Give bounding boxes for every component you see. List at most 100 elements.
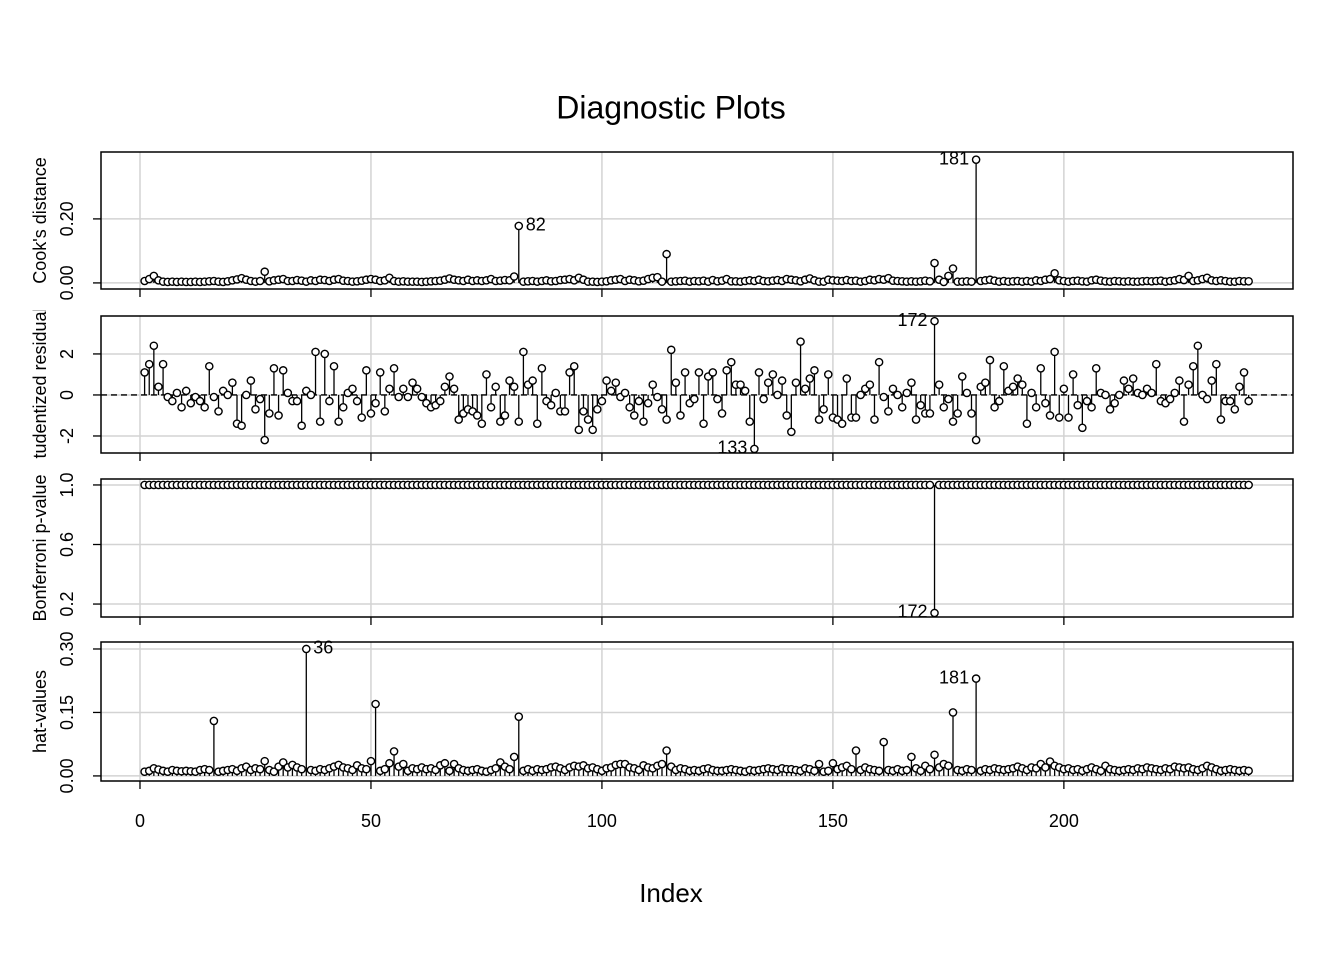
point: [389, 747, 399, 756]
point: [800, 384, 810, 394]
point: [1151, 359, 1161, 369]
point: [1128, 374, 1138, 383]
point: [1008, 382, 1018, 392]
point: [237, 421, 246, 431]
point: [366, 756, 376, 766]
point: [1050, 269, 1059, 278]
point: [579, 407, 588, 416]
point: [172, 388, 182, 398]
point: [602, 376, 611, 385]
point: [948, 417, 958, 426]
point: [1147, 388, 1156, 398]
point: [1018, 380, 1027, 390]
x-tick-label: 150: [818, 811, 848, 831]
point: [1225, 396, 1235, 406]
point: [879, 737, 889, 747]
point: [486, 402, 496, 412]
y-tick-label: 2: [57, 349, 77, 359]
point: [819, 405, 828, 414]
point: [856, 390, 865, 400]
point: [1239, 368, 1249, 377]
point: [200, 402, 209, 412]
point: [514, 712, 524, 721]
point: [255, 276, 265, 286]
point: [1230, 405, 1240, 414]
point: [662, 746, 671, 755]
point: [902, 388, 912, 398]
point-label: 181: [939, 667, 969, 687]
point: [1031, 402, 1041, 412]
point: [1078, 423, 1087, 433]
point: [449, 384, 459, 394]
point: [1027, 388, 1036, 398]
point: [1207, 376, 1216, 385]
point: [403, 392, 413, 402]
point: [837, 419, 847, 428]
point: [278, 366, 288, 375]
point: [214, 407, 223, 416]
point: [297, 764, 306, 774]
point: [385, 758, 394, 768]
point: [726, 357, 736, 367]
point: [348, 384, 357, 394]
point: [149, 341, 159, 351]
point: [1188, 361, 1198, 371]
point: [902, 765, 912, 775]
point: [1022, 419, 1032, 428]
point: [791, 378, 801, 387]
y-tick-label: 0.00: [57, 265, 77, 300]
point: [639, 417, 648, 426]
point: [888, 384, 898, 394]
point: [634, 396, 644, 406]
point: [255, 764, 265, 774]
point: [828, 758, 838, 768]
point: [505, 764, 514, 774]
y-axis-label: Bonferroni p-value: [30, 474, 50, 621]
x-tick-label: 0: [135, 811, 145, 831]
point: [851, 746, 861, 755]
point: [334, 417, 343, 426]
y-label-group: hat-values: [30, 670, 50, 753]
point: [1041, 763, 1050, 772]
point: [440, 758, 450, 768]
point: [777, 376, 787, 385]
point: [999, 361, 1009, 371]
point: [657, 277, 667, 286]
point: [588, 425, 597, 435]
point-label: 181: [939, 148, 969, 168]
point: [1105, 405, 1115, 414]
point: [971, 435, 981, 445]
point: [745, 417, 755, 426]
point: [787, 427, 796, 437]
point: [805, 374, 815, 383]
point: [209, 716, 219, 726]
point: [648, 380, 658, 390]
y-tick-label: 1.0: [57, 472, 77, 497]
point: [814, 415, 824, 424]
point: [1119, 376, 1129, 385]
y-label-group: Studentized residuals: [30, 310, 50, 459]
point: [1212, 359, 1221, 369]
panel-frame: [100, 641, 1294, 782]
point: [398, 759, 408, 769]
point: [925, 409, 935, 418]
point: [375, 368, 385, 377]
point: [260, 267, 270, 277]
y-label-group: Cook's distance: [30, 157, 50, 284]
point-label: 133: [717, 438, 747, 458]
point: [500, 411, 510, 420]
point: [389, 363, 399, 373]
point: [666, 345, 676, 355]
point: [1244, 277, 1253, 286]
point: [472, 411, 482, 420]
point: [606, 386, 616, 396]
point: [925, 764, 935, 774]
point: [699, 419, 708, 428]
point: [260, 756, 270, 766]
point: [967, 765, 976, 775]
point: [985, 355, 995, 365]
point: [1050, 347, 1059, 357]
point: [385, 384, 394, 394]
point: [662, 415, 671, 424]
